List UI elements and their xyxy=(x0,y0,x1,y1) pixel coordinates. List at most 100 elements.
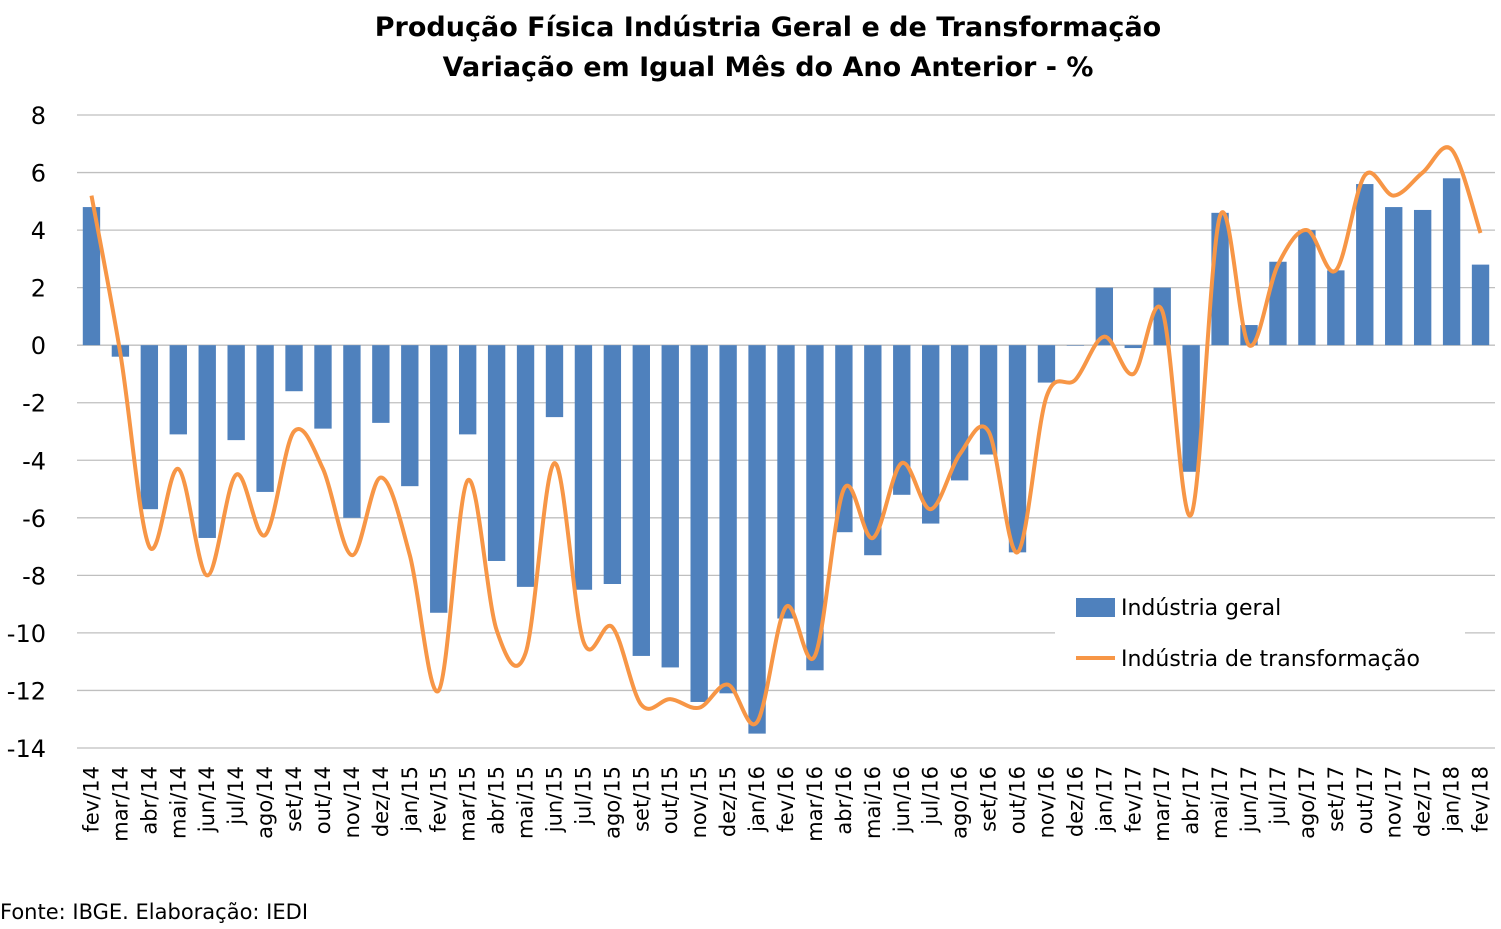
bar-jun-14 xyxy=(198,345,216,538)
bar-mai-16 xyxy=(864,345,882,556)
bar-series-industria-geral xyxy=(82,178,1490,734)
bar-out-14 xyxy=(314,345,332,429)
bar-jan-18 xyxy=(1442,178,1461,346)
bar-nov-15 xyxy=(690,345,708,702)
x-tick-label: mai/17 xyxy=(1208,766,1232,839)
chart-title: Produção Física Indústria Geral e de Tra… xyxy=(0,8,1501,88)
x-tick-label: mai/14 xyxy=(166,766,190,839)
x-tick-label: fev/18 xyxy=(1469,766,1493,833)
x-tick-label: set/14 xyxy=(282,766,306,832)
bar-nov-16 xyxy=(1037,345,1056,383)
chart-title-line1: Produção Física Indústria Geral e de Tra… xyxy=(374,12,1162,43)
x-tick-label: abr/16 xyxy=(832,766,856,835)
x-tick-label: jul/16 xyxy=(919,766,943,826)
legend: Indústria geral Indústria de transformaç… xyxy=(1055,584,1465,686)
bar-fev-18 xyxy=(1471,264,1490,346)
y-tick-label: 6 xyxy=(31,160,46,188)
x-tick-label: dez/15 xyxy=(716,766,740,837)
x-tick-label: fev/16 xyxy=(774,766,798,833)
y-tick-label: 8 xyxy=(31,102,46,130)
bar-ago-15 xyxy=(603,345,622,584)
bar-jul-16 xyxy=(922,345,940,524)
bar-jan-17 xyxy=(1095,287,1114,346)
bar-jan-16 xyxy=(748,345,766,734)
x-tick-label: out/17 xyxy=(1353,766,1377,834)
bar-set-14 xyxy=(285,345,303,392)
bar-nov-17 xyxy=(1385,207,1403,346)
legend-label-industria-transformacao: Indústria de transformação xyxy=(1121,647,1420,672)
x-tick-label: dez/14 xyxy=(369,766,393,837)
x-tick-label: nov/17 xyxy=(1382,766,1406,838)
bar-fev-16 xyxy=(777,345,795,619)
x-tick-label: dez/17 xyxy=(1411,766,1435,837)
x-tick-label: jul/15 xyxy=(571,766,595,826)
x-tick-label: fev/14 xyxy=(79,766,103,833)
x-tick-label: ago/14 xyxy=(253,766,277,839)
bar-fev-14 xyxy=(82,207,101,346)
legend-background xyxy=(1055,584,1465,686)
bar-fev-15 xyxy=(430,345,448,613)
x-tick-label: set/15 xyxy=(629,766,653,832)
bar-jun-16 xyxy=(893,345,911,495)
bar-jul-17 xyxy=(1269,261,1287,346)
x-tick-label: fev/17 xyxy=(1121,766,1145,833)
x-tick-label: abr/15 xyxy=(485,766,509,835)
x-tick-label: dez/16 xyxy=(1063,766,1087,837)
chart-subtitle: Variação em Igual Mês do Ano Anterior - … xyxy=(442,52,1094,83)
x-tick-label: set/17 xyxy=(1324,766,1348,832)
bar-dez-15 xyxy=(719,345,737,694)
y-tick-label: -14 xyxy=(7,735,46,763)
bar-set-17 xyxy=(1327,270,1345,346)
x-tick-label: nov/14 xyxy=(340,766,364,838)
bar-ago-16 xyxy=(950,345,969,481)
x-tick-label: ago/17 xyxy=(1295,766,1319,839)
y-tick-label: -10 xyxy=(7,620,46,648)
bar-mar-16 xyxy=(806,345,824,671)
x-tick-label: jan/17 xyxy=(1092,766,1116,833)
x-tick-label: jan/15 xyxy=(398,766,422,833)
x-tick-label: jan/16 xyxy=(745,766,769,833)
x-tick-label: mai/15 xyxy=(514,766,538,839)
bar-ago-14 xyxy=(256,345,274,492)
bar-mai-15 xyxy=(516,345,535,587)
x-tick-label: jul/14 xyxy=(224,766,248,826)
y-tick-label: -6 xyxy=(22,505,46,533)
bar-set-16 xyxy=(979,345,998,455)
bar-abr-14 xyxy=(140,345,159,510)
line-series-industria-transformacao xyxy=(89,145,1483,727)
bar-abr-15 xyxy=(487,345,506,561)
bar-fev-17 xyxy=(1124,345,1142,349)
source-note: Fonte: IBGE. Elaboração: IEDI xyxy=(0,900,309,924)
x-tick-label: jun/14 xyxy=(195,766,219,833)
x-tick-label: nov/15 xyxy=(687,766,711,838)
y-tick-label: -8 xyxy=(22,562,46,590)
bar-dez-16 xyxy=(1066,345,1085,346)
y-tick-label: 0 xyxy=(31,332,46,360)
x-tick-label: abr/17 xyxy=(1179,766,1203,835)
bar-set-15 xyxy=(632,345,650,656)
y-tick-label: -4 xyxy=(22,447,46,475)
y-tick-label: 2 xyxy=(31,275,46,303)
bar-ago-17 xyxy=(1298,230,1316,346)
y-tick-label: -2 xyxy=(22,390,46,418)
bar-out-16 xyxy=(1008,345,1027,553)
y-tick-label: 4 xyxy=(31,217,46,245)
bar-mar-15 xyxy=(458,345,477,435)
bar-out-15 xyxy=(661,345,679,668)
bar-jul-14 xyxy=(227,345,245,441)
x-axis: fev/14 mar/14 abr/14 mai/14 jun/14 jul/14 ago/… xyxy=(79,766,1492,842)
bar-dez-17 xyxy=(1413,209,1432,346)
x-tick-label: ago/15 xyxy=(600,766,624,839)
x-tick-label: jul/17 xyxy=(1266,766,1290,826)
line-path xyxy=(89,145,1483,727)
x-tick-label: jun/15 xyxy=(542,766,566,833)
bar-jan-15 xyxy=(401,345,419,487)
x-tick-label: mar/15 xyxy=(456,766,480,842)
x-tick-label: out/14 xyxy=(311,766,335,834)
x-tick-label: fev/15 xyxy=(427,766,451,833)
x-tick-label: mai/16 xyxy=(861,766,885,839)
bar-abr-17 xyxy=(1182,345,1200,472)
x-tick-label: abr/14 xyxy=(137,766,161,835)
y-tick-label: -12 xyxy=(7,677,46,705)
